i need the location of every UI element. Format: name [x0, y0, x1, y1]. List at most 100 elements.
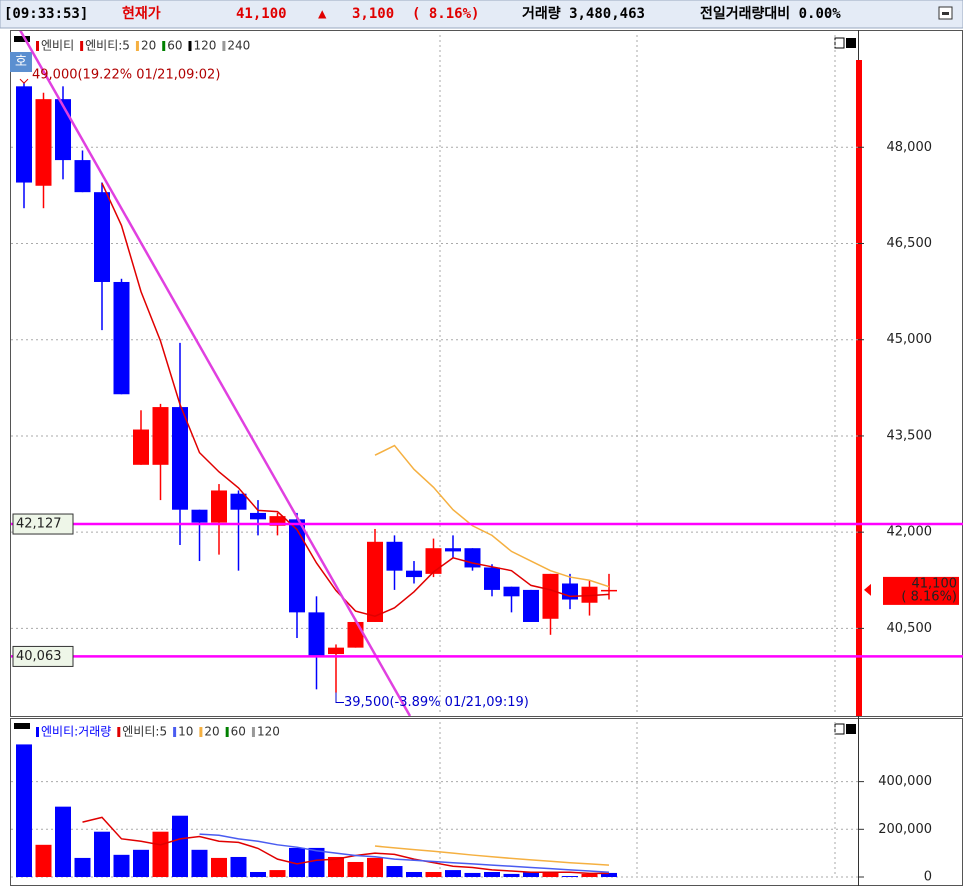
candle-body — [425, 548, 442, 574]
legend-label: 60 — [167, 39, 182, 53]
candle-body — [230, 493, 247, 510]
h-line-tag — [12, 645, 74, 667]
candle-body — [55, 99, 71, 161]
high-label: 49,000(19.22% 01/21,09:02) — [32, 68, 220, 83]
legend-swatch — [117, 727, 121, 737]
candle-body — [601, 589, 617, 592]
volume-bar — [503, 873, 520, 877]
volume-bar — [601, 872, 617, 877]
low-marker — [335, 692, 344, 704]
legend-swatch — [80, 41, 84, 51]
candle-body — [406, 570, 422, 578]
candle-body — [113, 281, 130, 395]
legend-swatch — [135, 41, 139, 51]
h-line-label: 42,127 — [16, 517, 62, 532]
volume-bar — [74, 857, 91, 877]
panel-close-button[interactable] — [846, 38, 856, 48]
legend-label: 120 — [257, 725, 280, 739]
candle-body — [367, 541, 383, 622]
panel-max-button[interactable] — [834, 723, 845, 735]
candle-body — [581, 586, 598, 603]
volume-bar — [386, 866, 403, 877]
candle-body — [503, 586, 520, 597]
legend-label: 60 — [231, 725, 246, 739]
y-tick-label: 45,000 — [887, 332, 933, 347]
last-price-box — [883, 576, 959, 605]
y-tick-label: 43,500 — [887, 428, 933, 443]
volume-ma-line — [374, 845, 610, 866]
volume-bar — [308, 847, 325, 877]
legend-swatch — [199, 727, 203, 737]
candle-body — [211, 490, 227, 523]
legend-swatch — [36, 727, 39, 737]
volume-bar — [172, 815, 188, 877]
volume-bar — [289, 847, 305, 877]
legend-label: 240 — [227, 39, 250, 53]
volume-bar — [211, 857, 227, 877]
candle-body — [347, 621, 364, 648]
volume-bar — [425, 871, 442, 877]
candle-body — [94, 192, 110, 282]
volume-panel — [10, 718, 963, 886]
volume: 거래량 3,480,463 — [522, 6, 645, 22]
volume-bar — [94, 831, 110, 877]
legend-label: 20 — [141, 39, 156, 53]
legend-label: 엔비티 — [41, 39, 74, 53]
volume-bar — [464, 872, 481, 877]
arrow: ▲ — [318, 6, 327, 22]
last-price-label: 41,100 — [912, 576, 958, 591]
candle-body — [191, 509, 208, 523]
candle-body — [386, 541, 403, 571]
price: 41,100 — [236, 6, 287, 22]
y-tick-label: 42,000 — [887, 525, 933, 540]
volume-ma-line — [82, 816, 609, 875]
prev-ratio: 전일거래량대비 0.00% — [700, 5, 841, 22]
volume-bar — [562, 876, 578, 877]
header-bar — [0, 0, 963, 29]
candle-body — [35, 99, 52, 186]
high-marker — [19, 78, 29, 84]
legend-swatch — [222, 41, 226, 51]
panel-icon — [14, 36, 30, 42]
legend-swatch — [188, 41, 192, 51]
ma-line — [374, 444, 610, 588]
candle-body — [445, 548, 461, 552]
candle-body — [308, 612, 325, 658]
candle-body — [328, 647, 344, 655]
ma-line — [101, 182, 610, 617]
volume-bar — [133, 849, 149, 877]
volume-ma-line — [199, 833, 610, 873]
window-button-icon — [942, 12, 949, 15]
trend-line — [19, 31, 412, 716]
candle-body — [250, 512, 266, 520]
volume-bar — [484, 871, 500, 877]
candle-body — [562, 583, 578, 600]
order-button[interactable] — [10, 52, 32, 72]
change: 3,100 — [352, 6, 394, 22]
volume-bar — [269, 870, 286, 877]
time: [09:33:53] — [4, 6, 88, 22]
price-label: 현재가 — [122, 6, 161, 22]
candle-body — [74, 160, 91, 193]
price-panel — [10, 30, 963, 717]
candle-body — [484, 567, 500, 590]
volume-bar — [55, 806, 71, 877]
panel-close-button[interactable] — [846, 724, 856, 734]
legend-label: 엔비티:거래량 — [41, 725, 111, 739]
volume-bar — [581, 873, 598, 877]
order-button-text: 호 — [15, 55, 27, 70]
panel-icon — [14, 723, 30, 729]
y-tick-label: 46,500 — [887, 236, 933, 251]
plot-area — [16, 31, 617, 716]
candle-body — [269, 516, 286, 526]
legend-swatch — [173, 727, 177, 737]
panel-max-button[interactable] — [834, 37, 845, 49]
volume-bar — [230, 856, 247, 877]
volume-bar — [250, 871, 266, 877]
legend-label: 엔비티:5 — [85, 39, 130, 53]
volume-bar — [328, 856, 344, 877]
candle-body — [289, 519, 305, 613]
y-tick-label: 0 — [924, 870, 932, 885]
legend-swatch — [162, 41, 166, 51]
